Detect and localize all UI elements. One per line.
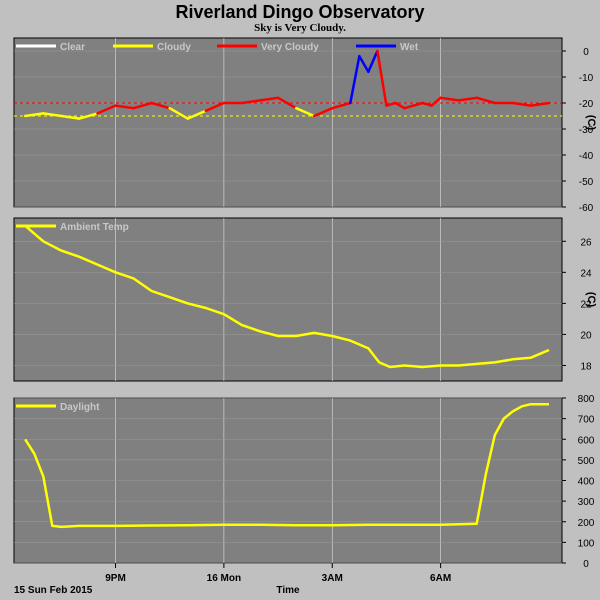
sky-temp-segment xyxy=(168,106,190,120)
legend-label: Cloudy xyxy=(157,42,191,53)
legend-label: Ambient Temp xyxy=(60,222,129,233)
y-tick-label: 0 xyxy=(583,559,589,570)
x-tick-label: 16 Mon xyxy=(207,573,241,584)
y-tick-label: -30 xyxy=(579,125,594,136)
sky-temp-segment xyxy=(186,109,208,120)
sky-temp-segment xyxy=(42,112,63,118)
x-axis-ticks: 9PM 16 Mon 3AM 6AM xyxy=(105,563,451,584)
plot-area xyxy=(13,217,563,382)
sky-temp-segment xyxy=(60,114,81,120)
chart-title: Riverland Dingo Observatory xyxy=(175,2,424,22)
y-tick-label: 800 xyxy=(578,394,595,405)
sky-temp-segment xyxy=(23,112,45,118)
sky-temp-segment xyxy=(294,106,316,118)
legend-label: Wet xyxy=(400,42,419,53)
sky-temp-segment xyxy=(511,101,533,107)
sky-temp-segment xyxy=(475,96,497,105)
sky-temp-segment xyxy=(340,101,352,107)
legend-label: Clear xyxy=(60,42,85,53)
y-tick-label: 22 xyxy=(580,299,592,310)
sky-temp-segment xyxy=(78,112,99,120)
daylight-panel: 0 100 200 300 400 500 600 700 800 Daylight xyxy=(13,394,595,570)
y-tick-label: 700 xyxy=(578,415,595,426)
sky-temp-segment xyxy=(132,101,153,110)
sky-temp-segment xyxy=(376,49,388,107)
sky-temp-segment xyxy=(312,106,334,118)
y-tick-label: 18 xyxy=(580,361,592,372)
sky-temp-segment xyxy=(258,96,280,102)
sky-temp-segment xyxy=(529,101,551,107)
sky-temperature-panel: 0 -10 -20 -30 -40 -50 -60 Clear Cloudy Very Cloud… xyxy=(13,37,597,214)
legend-label: Daylight xyxy=(60,402,100,413)
sky-temp-segment xyxy=(96,104,117,115)
y-tick-label: 26 xyxy=(580,237,592,248)
sky-temp-segment xyxy=(367,49,379,74)
sky-temp-segment xyxy=(439,96,460,102)
sky-temp-segment xyxy=(349,54,361,105)
sky-temp-segment xyxy=(421,101,433,107)
x-tick-label: 6AM xyxy=(430,573,451,584)
date-label: 15 Sun Feb 2015 xyxy=(14,585,93,596)
y-tick-label: -10 xyxy=(579,73,594,84)
plot-area xyxy=(13,37,563,208)
y-tick-label: 0 xyxy=(583,47,589,58)
x-tick-label: 9PM xyxy=(105,573,126,584)
sky-temp-segment xyxy=(150,101,171,110)
sky-status-subtitle: Sky is Very Cloudy. xyxy=(254,22,346,34)
sky-temp-segment xyxy=(385,101,397,107)
sky-temp-segment xyxy=(412,101,424,107)
sky-temp-segment xyxy=(403,104,415,110)
ambient-temp-panel: 18 20 22 24 26 Ambient Temp (C) xyxy=(13,217,597,382)
y-tick-label: 300 xyxy=(578,497,595,508)
y-tick-label: -50 xyxy=(579,177,594,188)
y-tick-label: -40 xyxy=(579,151,594,162)
x-axis-title: Time xyxy=(276,585,300,596)
sky-temp-segment xyxy=(204,101,226,113)
sky-temp-segment xyxy=(114,104,135,110)
x-tick-label: 3AM xyxy=(322,573,343,584)
y-tick-label: 100 xyxy=(578,538,595,549)
y-tick-label: 24 xyxy=(580,268,592,279)
sky-temp-segment xyxy=(430,96,442,107)
temp-series-line xyxy=(24,224,550,369)
sky-temp-segment xyxy=(330,104,343,110)
sky-temp-segment xyxy=(394,101,406,110)
daylight-series-line xyxy=(24,402,549,529)
y-tick-label: -60 xyxy=(579,203,594,214)
y-axis-unit: (C) xyxy=(585,292,597,308)
sky-temp-segment xyxy=(358,54,370,74)
sky-temp-segment xyxy=(276,96,298,110)
y-axis-unit: (C) xyxy=(585,115,597,131)
y-tick-label: 200 xyxy=(578,518,595,529)
y-tick-label: 500 xyxy=(578,456,595,467)
sky-temp-segment xyxy=(457,96,478,102)
y-tick-label: 20 xyxy=(580,330,592,341)
y-tick-label: 400 xyxy=(578,477,595,488)
y-tick-label: -20 xyxy=(579,99,594,110)
legend-label: Very Cloudy xyxy=(261,42,319,53)
sky-temp-segment xyxy=(240,99,262,105)
y-tick-label: 600 xyxy=(578,435,595,446)
